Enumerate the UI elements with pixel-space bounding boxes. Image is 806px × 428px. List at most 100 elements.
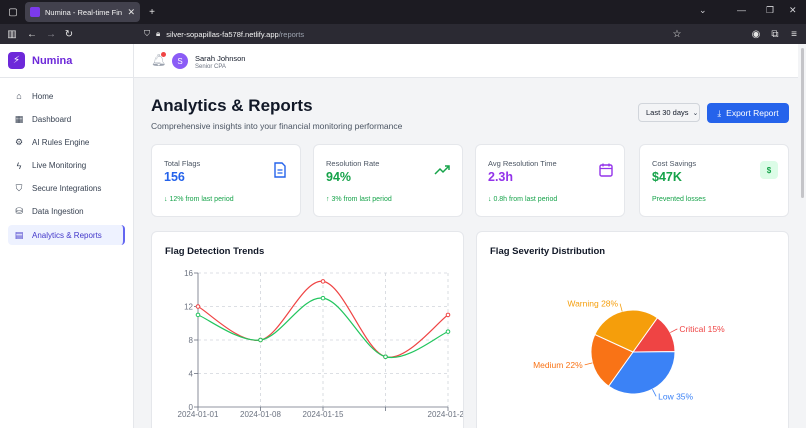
sidebar-item-ai-rules-engine[interactable]: ⚙ AI Rules Engine [8,132,125,152]
stat-label: Avg Resolution Time [488,159,557,168]
stat-value: 156 [164,170,185,184]
user-name: Sarah Johnson [195,54,246,63]
sidebar-item-secure-integrations[interactable]: ⛉ Secure Integrations [8,179,125,199]
close-tab-icon[interactable]: ✕ [127,6,135,17]
dollar-icon: $ [760,161,778,179]
new-tab-button[interactable]: + [149,6,155,18]
data-point [195,312,201,318]
menu-icon[interactable]: ≡ [791,28,797,40]
data-point [320,279,326,284]
extensions-icon[interactable]: ⧉ [771,28,779,40]
brand[interactable]: ⚡︎ Numina [0,44,133,78]
notification-dot [161,52,166,57]
bolt-icon: ϟ [16,160,22,171]
tab-title: Numina - Real-time Financial Anom [45,7,123,17]
period-select-value: Last 30 days [646,108,689,117]
line-chart: 0 4 8 12 16 2024-01-01 2024-01-08 2024-01-15 202… [178,269,463,419]
document-icon [271,161,289,179]
pie-slice-label: Low 35% [658,391,693,401]
x-tick-label: 2024-01-08 [240,410,281,419]
tab-overflow-icon[interactable]: ⌄ [699,5,707,15]
sidebar-item-label: Live Monitoring [32,161,87,171]
stat-card-avg-resolution-time: Avg Resolution Time 2.3h ↓ 0.8h from las… [475,144,625,217]
url-domain: silver-sopapillas-fa578f.netlify.app [166,29,279,39]
pie-label-leader [619,303,623,312]
sidebar-item-label: Data Ingestion [32,207,84,217]
logo-icon: ⚡︎ [8,52,25,69]
data-point [445,312,451,318]
url-text[interactable]: silver-sopapillas-fa578f.netlify.app/rep… [166,30,304,39]
bookmark-star-icon[interactable]: ☆ [672,28,682,40]
sidebar-item-label: Analytics & Reports [32,230,102,240]
top-bar: 🔔︎ S Sarah Johnson Senior CPA [134,44,798,78]
page-title: Analytics & Reports [151,96,313,115]
sidebar-item-data-ingestion[interactable]: ⛁ Data Ingestion [8,202,125,222]
browser-tab-bar: ▢ Numina - Real-time Financial Anom ✕ + … [0,0,806,24]
export-report-label: Export Report [726,108,779,118]
page-subtitle: Comprehensive insights into your financi… [151,121,403,131]
lock-icon[interactable]: 🔒︎ [156,29,161,38]
pie-chart: Critical 15% Low 35% Medium 22% Warning 28% [533,299,725,402]
stat-label: Total Flags [164,159,201,168]
x-tick-label: 2024-01-29 [428,410,463,419]
sidebar-item-dashboard[interactable]: ▦ Dashboard [8,109,125,129]
stat-trend: Prevented losses [652,196,706,203]
stat-value: 2.3h [488,170,514,184]
minimize-icon[interactable]: — [737,5,746,15]
sidebar-menu: ⌂ Home ▦ Dashboard ⚙ AI Rules Engine ϟ L… [0,78,133,246]
database-icon: ⛁ [15,206,23,217]
export-report-button[interactable]: ⤓ Export Report [707,103,789,123]
stat-label: Cost Savings [652,159,697,168]
restore-icon[interactable]: ❐ [766,5,775,15]
sidebar-toggle-icon[interactable]: ▥ [7,28,17,40]
sidebar: ⚡︎ Numina ⌂ Home ▦ Dashboard ⚙ AI Rules … [0,44,134,428]
pie-slice-low [607,351,676,395]
gear-icon: ⚙ [14,136,24,147]
stat-trend: ↑ 3% from last period [326,196,392,203]
period-select[interactable]: Last 30 days ⌄ [638,103,700,122]
stat-card-resolution-rate: Resolution Rate 94% ↑ 3% from last perio… [313,144,463,217]
main-content: Analytics & Reports Comprehensive insigh… [134,78,798,428]
sidebar-item-analytics-reports[interactable]: ▤ Analytics & Reports [8,225,125,246]
pie-label-leader [670,328,678,333]
x-tick-label: 2024-01-15 [303,410,344,419]
sidebar-item-live-monitoring[interactable]: ϟ Live Monitoring [8,156,125,176]
chart-title: Flag Severity Distribution [490,246,606,257]
y-tick-label: 0 [189,403,194,412]
data-point [320,295,326,301]
document-icon: ▤ [14,229,24,240]
stat-card-cost-savings: Cost Savings $47K Prevented losses $ [639,144,789,217]
home-icon: ⌂ [16,91,22,101]
scrollbar-thumb[interactable] [801,48,804,198]
shield-icon[interactable]: ⛉ [144,29,150,38]
trending-up-icon [433,161,451,179]
y-tick-label: 8 [189,336,194,345]
page-scrollbar[interactable] [798,44,806,428]
close-window-icon[interactable]: ✕ [789,5,797,15]
address-bar[interactable]: ⛉ 🔒︎ silver-sopapillas-fa578f.netlify.ap… [140,26,688,42]
browser-nav-bar: ▥ ← → ↻ ⛉ 🔒︎ silver-sopapillas-fa578f.ne… [0,24,806,44]
chart-title: Flag Detection Trends [165,246,265,257]
brand-name: Numina [32,54,73,67]
x-tick-label: 2024-01-01 [178,410,219,419]
sidebar-item-home[interactable]: ⌂ Home [8,86,125,106]
pie-label-leader [584,362,593,366]
sidebar-item-label: AI Rules Engine [32,137,90,147]
account-icon[interactable]: ◉ [751,28,761,40]
download-icon: ⤓ [717,107,722,118]
y-tick-label: 16 [184,269,193,278]
tab-list-icon[interactable]: ▢ [8,6,18,18]
back-icon[interactable]: ← [27,28,37,40]
browser-tab[interactable]: Numina - Real-time Financial Anom ✕ [25,2,140,22]
data-point [445,329,451,334]
avatar[interactable]: S [172,53,188,69]
pie-slice-label: Critical 15% [679,324,725,334]
forward-icon[interactable]: → [46,28,56,40]
reload-icon[interactable]: ↻ [64,28,74,40]
url-path: /reports [278,29,305,39]
flag-severity-distribution-card: Flag Severity Distribution Critical 15% L… [476,231,789,428]
stat-value: 94% [326,170,352,184]
stat-card-total-flags: Total Flags 156 ↓ 12% from last period [151,144,301,217]
user-role: Senior CPA [195,64,226,70]
stat-trend: ↓ 12% from last period [164,196,234,203]
